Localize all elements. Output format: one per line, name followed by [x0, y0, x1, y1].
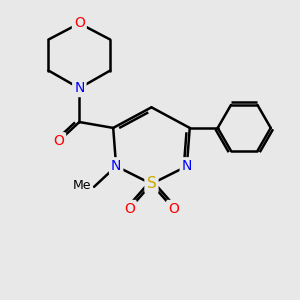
Text: O: O	[74, 16, 85, 30]
Text: O: O	[53, 134, 64, 148]
Text: N: N	[182, 159, 192, 173]
Text: O: O	[124, 202, 135, 216]
Text: N: N	[111, 159, 121, 173]
Text: Me: Me	[73, 179, 91, 192]
Text: N: N	[74, 81, 85, 95]
Text: S: S	[147, 176, 156, 191]
Text: O: O	[168, 202, 179, 216]
